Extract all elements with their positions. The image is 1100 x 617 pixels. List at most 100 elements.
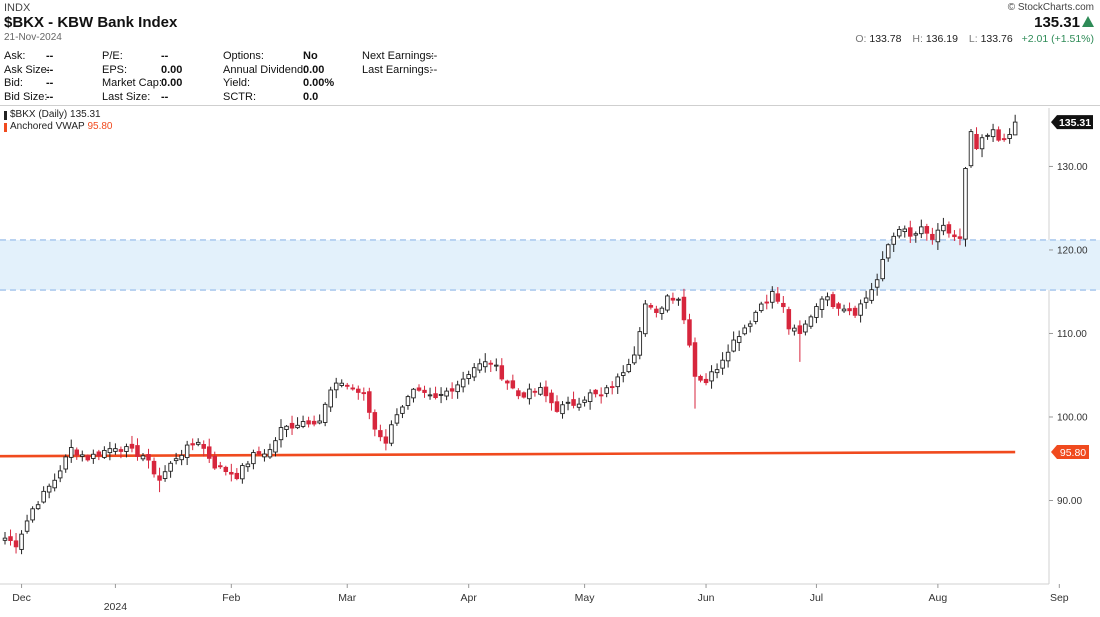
candle-body-169	[935, 229, 941, 243]
candle-body-125	[692, 342, 698, 377]
candle-body-52	[289, 422, 295, 429]
candle-body-44	[245, 463, 251, 468]
candle-body-22	[124, 446, 129, 452]
candle-body-176	[974, 133, 979, 150]
candle-body-43	[240, 465, 245, 480]
candle-body-21	[118, 449, 124, 452]
candle-body-158	[874, 279, 880, 288]
candle-body-156	[863, 297, 869, 303]
candle-body-133	[736, 336, 742, 343]
candle-body-155	[858, 303, 863, 316]
stat-mcap-label: Market Cap:	[102, 77, 162, 90]
candle-body-14	[80, 454, 85, 457]
candle-body-90	[499, 365, 505, 380]
candle-body-167	[924, 226, 930, 234]
candle-body-62	[344, 384, 350, 387]
y-tick-label-2: 110.00	[1057, 329, 1087, 340]
candle-body-79	[438, 393, 444, 396]
candle-body-33	[184, 444, 190, 459]
stat-next-earnings-label: Next Earnings:	[362, 50, 435, 62]
candle-body-128	[709, 371, 714, 382]
legend-vwap: Anchored VWAP 95.80	[4, 121, 112, 133]
stat-dividend-label: Annual Dividend:	[223, 63, 307, 76]
x-month-label-1: 2024	[104, 601, 128, 613]
candle-body-173	[957, 236, 963, 239]
candle-body-51	[284, 425, 289, 430]
candle-body-48	[267, 449, 273, 458]
candle-body-0	[2, 537, 8, 541]
candle-body-46	[256, 451, 262, 455]
candle-body-45	[251, 452, 256, 465]
candle-body-114	[632, 354, 637, 364]
candle-body-129	[714, 369, 720, 374]
candle-body-175	[968, 131, 974, 167]
legend-vwap-swatch	[4, 122, 7, 132]
candle-body-106	[587, 392, 593, 403]
stat-last-earnings-value: --	[430, 63, 438, 76]
candle-body-80	[444, 390, 449, 397]
candle-body-121	[670, 297, 676, 301]
candle-body-93	[516, 390, 521, 397]
candle-body-83	[460, 378, 466, 388]
candle-body-8	[46, 485, 52, 493]
candle-body-111	[615, 376, 620, 388]
candle-body-11	[63, 456, 68, 470]
candle-body-24	[135, 445, 140, 457]
candle-body-85	[471, 367, 477, 378]
stat-bid-label: Bid:	[4, 77, 23, 90]
anchored-vwap-line	[0, 450, 1016, 458]
candle-body-70	[389, 424, 394, 444]
candle-body-37	[206, 446, 212, 459]
candle-body-118	[654, 308, 659, 313]
candle-body-138	[764, 301, 770, 304]
candle-body-32	[179, 454, 184, 461]
legend-price: $BKX (Daily) 135.31	[4, 109, 112, 121]
x-month-label-7: Jul	[810, 592, 823, 604]
candle-body-91	[505, 380, 510, 384]
candle-body-146	[808, 316, 814, 327]
candle-body-152	[841, 308, 847, 312]
candle-body-36	[201, 444, 206, 449]
candle-body-28	[157, 475, 162, 481]
candle-body-132	[731, 339, 736, 352]
candle-body-145	[803, 323, 808, 333]
candle-body-7	[41, 490, 46, 503]
candle-body-170	[941, 224, 946, 232]
header-divider	[0, 105, 1100, 106]
open-label: O:	[855, 33, 867, 45]
candle-body-55	[306, 420, 311, 425]
candle-body-53	[295, 424, 300, 429]
stat-bid-value: --	[46, 77, 54, 90]
stat-sctr-value: 0.0	[303, 91, 319, 104]
last-price-tag	[1051, 115, 1093, 130]
candle-body-49	[273, 440, 278, 453]
candle-body-57	[317, 420, 322, 424]
chart-title: $BKX - KBW Bank Index	[4, 14, 178, 31]
candle-body-17	[96, 451, 102, 457]
candle-body-30	[168, 462, 173, 472]
candle-body-136	[753, 311, 758, 322]
candle-body-165	[913, 233, 919, 236]
candle-body-124	[687, 319, 692, 346]
vwap-tag-label: 95.80	[1060, 447, 1086, 459]
stat-asksize-label: Ask Size:	[4, 63, 50, 76]
candle-body-141	[781, 302, 786, 308]
chart-date: 21-Nov-2024	[4, 32, 62, 43]
open-value: 133.78	[869, 33, 902, 45]
candle-body-67	[372, 412, 378, 430]
stat-bidsize-label: Bid Size:	[4, 91, 48, 104]
candle-body-177	[979, 137, 985, 150]
high-label: H:	[912, 33, 923, 45]
candle-body-135	[747, 323, 753, 327]
y-tick-label-3: 120.00	[1057, 245, 1088, 256]
candle-body-117	[648, 305, 654, 308]
low-value: 133.76	[980, 33, 1013, 45]
ohlc-readout: O: 133.78 H: 136.19 L: 133.76 +2.01 (+1.…	[847, 33, 1094, 45]
stat-options-value: No	[303, 50, 318, 62]
candle-body-58	[322, 403, 328, 423]
high-value: 136.19	[925, 33, 958, 45]
legend-vwap-value: 95.80	[87, 121, 113, 132]
candle-body-69	[383, 436, 389, 444]
candle-body-4	[24, 520, 30, 532]
